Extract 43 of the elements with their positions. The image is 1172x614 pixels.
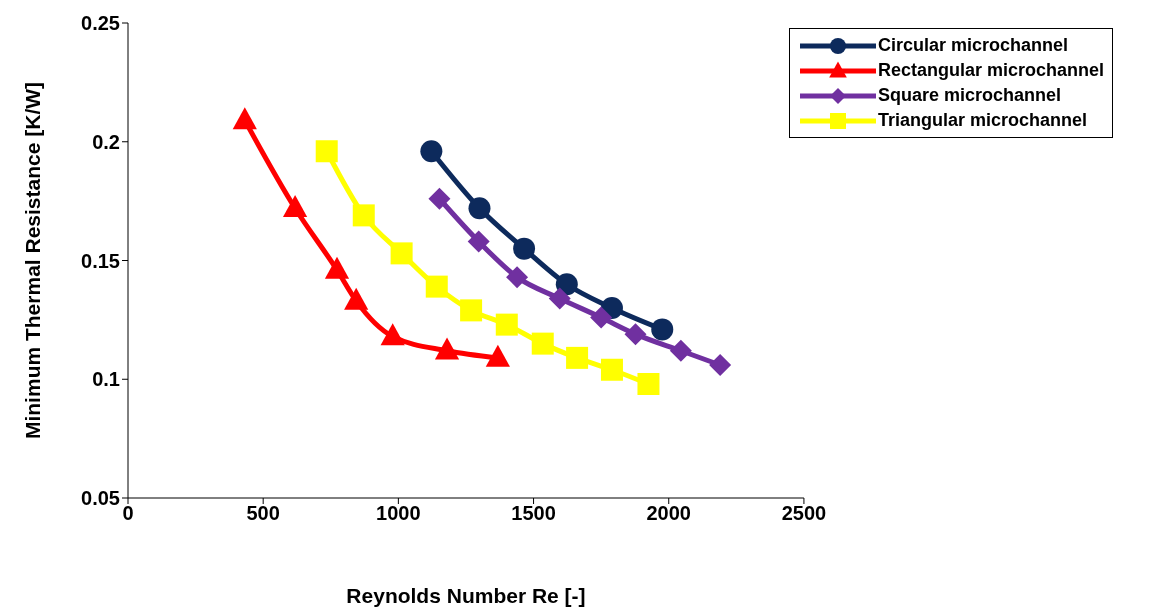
x-tick-label: 2000: [646, 502, 691, 525]
legend-label: Triangular microchannel: [877, 110, 1087, 131]
point: [282, 195, 308, 218]
x-tick-label: 1500: [511, 502, 556, 525]
x-tick-label: 0: [122, 502, 134, 525]
point: [380, 323, 405, 346]
point: [460, 299, 483, 322]
point: [548, 287, 571, 310]
point: [428, 187, 451, 210]
legend-label: Circular microchannel: [877, 35, 1068, 56]
point: [709, 354, 732, 376]
point: [352, 204, 375, 227]
y-axis-title: Minimum Thermal Resistance [K/W]: [21, 81, 45, 440]
point: [555, 273, 578, 296]
legend-label: Rectangular microchannel: [877, 60, 1104, 81]
point: [232, 107, 257, 130]
point: [425, 275, 448, 298]
point: [420, 140, 443, 163]
x-tick-label: 500: [246, 502, 280, 525]
point: [600, 358, 623, 381]
point: [637, 373, 660, 395]
point: [390, 242, 413, 265]
point: [590, 306, 613, 329]
point: [651, 318, 674, 341]
x-axis-title: Reynolds Number Re [-]: [346, 583, 586, 607]
y-tick-label: 0.1: [92, 368, 120, 391]
point: [495, 313, 518, 336]
y-tick-label: 0.25: [81, 12, 120, 35]
point: [467, 230, 490, 253]
point: [468, 197, 491, 220]
point: [315, 140, 338, 163]
point: [513, 237, 536, 260]
point: [566, 346, 589, 369]
x-tick-label: 1000: [376, 502, 421, 525]
x-tick-label: 2500: [781, 502, 827, 525]
y-tick-label: 0.2: [92, 130, 120, 153]
y-tick-label: 0.15: [81, 249, 120, 272]
y-tick-label: 0.05: [81, 487, 120, 510]
point: [506, 266, 529, 289]
point: [669, 339, 692, 362]
point: [624, 323, 647, 346]
legend-label: Square microchannel: [877, 85, 1061, 106]
point: [531, 332, 554, 355]
